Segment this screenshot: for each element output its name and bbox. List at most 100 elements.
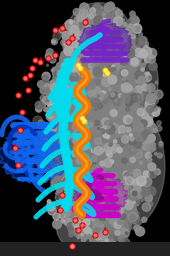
Circle shape [113,8,120,15]
Circle shape [88,63,93,68]
Point [14,146,16,150]
Circle shape [75,72,77,75]
Circle shape [61,39,67,46]
Circle shape [59,212,65,218]
Point [71,36,73,40]
Circle shape [146,144,155,152]
Circle shape [130,134,132,136]
Circle shape [118,228,127,237]
Circle shape [142,203,151,211]
Circle shape [143,45,148,50]
Point [27,88,29,92]
Circle shape [130,58,139,67]
Circle shape [74,17,82,24]
Circle shape [70,69,78,76]
Circle shape [109,173,117,179]
Circle shape [107,152,112,158]
Circle shape [42,144,50,152]
Circle shape [95,137,101,144]
Circle shape [73,123,75,125]
Circle shape [96,180,99,183]
Circle shape [108,75,117,84]
Circle shape [37,161,44,167]
Circle shape [76,212,78,214]
Circle shape [53,144,61,153]
Circle shape [79,179,82,183]
Circle shape [57,135,67,145]
Point [104,68,106,72]
Point [61,193,63,197]
Circle shape [97,94,100,97]
Circle shape [93,67,103,77]
Circle shape [135,136,141,142]
Circle shape [145,152,152,159]
Circle shape [41,148,49,156]
Circle shape [73,8,80,16]
Circle shape [133,169,140,176]
Circle shape [148,134,155,142]
Circle shape [121,198,129,205]
Circle shape [114,140,117,143]
Point [17,163,19,167]
Circle shape [69,25,79,35]
Circle shape [70,63,78,72]
Point [54,53,56,57]
Circle shape [104,4,113,12]
Circle shape [135,48,144,57]
Circle shape [129,94,137,102]
Circle shape [127,123,131,126]
Circle shape [64,104,67,106]
Circle shape [53,213,60,220]
Circle shape [128,95,136,103]
Circle shape [107,126,110,129]
Circle shape [139,33,142,36]
Circle shape [68,192,72,196]
Circle shape [47,202,55,211]
Circle shape [79,191,86,198]
Circle shape [153,129,157,132]
Circle shape [36,106,42,112]
Circle shape [115,195,123,204]
Point [24,76,26,80]
Circle shape [126,122,133,129]
Circle shape [124,23,127,26]
Ellipse shape [80,102,165,230]
Circle shape [128,24,132,28]
Circle shape [64,152,70,157]
Circle shape [117,96,123,102]
Circle shape [150,96,158,104]
Circle shape [128,38,131,41]
Circle shape [78,46,85,53]
Circle shape [123,171,129,177]
Circle shape [78,169,81,173]
Circle shape [126,49,130,52]
Circle shape [61,76,66,81]
Circle shape [82,53,86,57]
Circle shape [82,74,85,78]
Circle shape [58,97,61,100]
Circle shape [82,205,91,214]
Circle shape [73,158,82,166]
Circle shape [106,66,112,71]
Circle shape [133,201,135,203]
Circle shape [88,90,94,97]
Circle shape [148,158,152,162]
Circle shape [147,136,154,143]
Circle shape [122,77,126,81]
Circle shape [78,244,87,253]
Circle shape [111,199,116,204]
Circle shape [64,101,68,106]
Circle shape [86,218,96,228]
Circle shape [86,26,91,30]
Circle shape [88,201,93,206]
Circle shape [83,183,90,191]
Circle shape [49,203,54,207]
Point [17,93,19,97]
Circle shape [126,107,130,111]
Circle shape [137,219,141,223]
Circle shape [82,156,90,164]
Circle shape [81,234,83,236]
Circle shape [50,137,53,139]
Circle shape [116,43,125,52]
Circle shape [46,49,53,56]
